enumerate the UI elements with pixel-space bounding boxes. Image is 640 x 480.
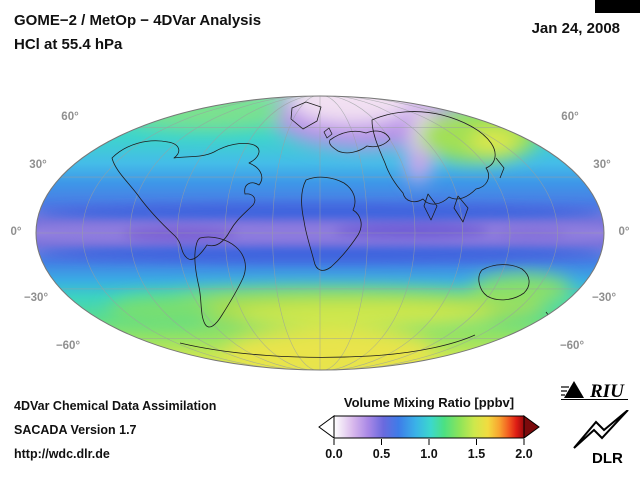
north-america-outline [111,140,263,260]
lat-label-right-m60: −60° [559,340,585,352]
lat-label-left-m60: −60° [55,340,81,352]
continent-outlines [111,101,553,358]
lat-label-right-m30: −30° [591,292,617,304]
corner-black-bar [595,0,640,13]
colorbar-left-arrow [318,415,335,439]
lat-label-right-0: 0° [618,226,630,238]
dlr-logo-icon [573,410,629,449]
colorbar-tick-1: 0.5 [372,447,391,461]
colorbar-tick-marks [333,439,525,445]
lat-label-right-60: 60° [561,111,579,123]
map-field [36,96,604,370]
world-map [35,95,605,371]
japan-outline [495,157,505,179]
asia-outline [371,111,496,205]
colorbar-tick-3: 1.5 [467,447,486,461]
south-america-outline [194,236,246,328]
lat-label-left-30: 30° [29,159,47,171]
footer-url-link[interactable]: http://wdc.dlr.de [14,447,110,461]
africa-outline [301,176,362,271]
date-label: Jan 24, 2008 [531,20,620,37]
india-outline [423,193,438,221]
footer-version-label: SACADA Version 1.7 [14,423,137,437]
british-isles-outline [323,127,333,139]
page-subtitle: HCl at 55.4 hPa [14,36,123,53]
map-boundary [35,95,605,371]
colorbar-right-arrow [523,415,540,439]
lat-label-left-60: 60° [61,111,79,123]
lat-label-right-30: 30° [593,159,611,171]
colorbar-gradient-bar [333,415,525,439]
riu-logo-text: RIU [589,381,625,402]
colorbar-tick-4: 2.0 [515,447,533,461]
se-asia-outline [453,195,469,223]
lat-label-left-0: 0° [10,226,22,238]
riu-logo: RIU [561,381,628,402]
antarctica-coast [179,334,476,358]
colorbar-title: Volume Mixing Ratio [ppbv] [343,395,515,410]
colorbar [318,415,540,445]
footer-assimilation-label: 4DVar Chemical Data Assimilation [14,399,217,413]
dlr-logo-text: DLR [592,450,623,467]
riu-mountain-icon [561,381,628,400]
page-title: GOME−2 / MetOp − 4DVar Analysis [14,12,262,29]
colorbar-tick-2: 1.0 [420,447,438,461]
map-anomaly-blobs [107,96,572,370]
europe-outline [329,130,391,154]
colorbar-tick-0: 0.0 [325,447,343,461]
australia-outline [478,264,530,301]
greenland-outline [290,101,322,130]
lat-label-left-m30: −30° [23,292,49,304]
